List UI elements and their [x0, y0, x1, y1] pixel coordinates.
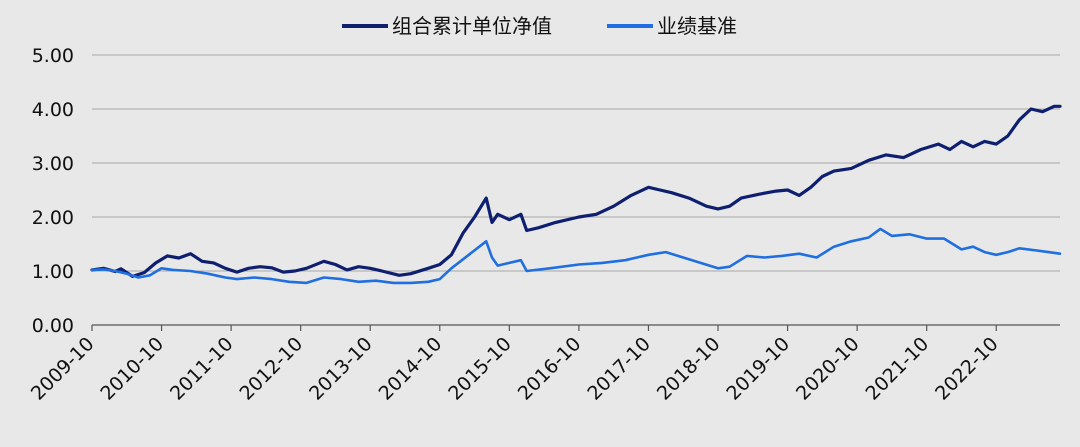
x-tick-label: 2009-10	[27, 333, 99, 405]
x-tick-label: 2016-10	[514, 333, 586, 405]
x-tick-label: 2020-10	[792, 333, 864, 405]
x-tick-label: 2022-10	[931, 333, 1003, 405]
y-tick-label: 5.00	[32, 45, 74, 67]
y-tick-label: 3.00	[32, 153, 74, 175]
series-group	[90, 104, 1062, 285]
legend-label-1: 组合累计单位净值	[392, 14, 552, 38]
y-axis: 0.00 1.00 2.00 3.00 4.00 5.00	[32, 45, 74, 337]
x-tick-label: 2013-10	[305, 333, 377, 405]
legend: 组合累计单位净值 业绩基准	[342, 14, 737, 38]
y-tick-label: 4.00	[32, 99, 74, 121]
x-tick-label: 2010-10	[96, 333, 168, 405]
x-tick-label: 2021-10	[862, 333, 934, 405]
x-tick-label: 2019-10	[722, 333, 794, 405]
x-tick-label: 2012-10	[236, 333, 308, 405]
x-tick-label: 2015-10	[444, 333, 516, 405]
x-axis: 2009-102010-102011-102012-102013-102014-…	[27, 324, 1060, 405]
legend-label-2: 业绩基准	[657, 14, 737, 38]
x-tick-label: 2014-10	[375, 333, 447, 405]
y-tick-label: 2.00	[32, 207, 74, 229]
x-tick-label: 2011-10	[166, 333, 238, 405]
series-line-2	[90, 227, 1062, 285]
y-tick-label: 1.00	[32, 261, 74, 283]
grid-lines	[92, 54, 1060, 272]
x-tick-label: 2017-10	[583, 333, 655, 405]
series-line-1	[90, 104, 1062, 278]
x-tick-label: 2018-10	[653, 333, 725, 405]
y-tick-label: 0.00	[32, 315, 74, 337]
